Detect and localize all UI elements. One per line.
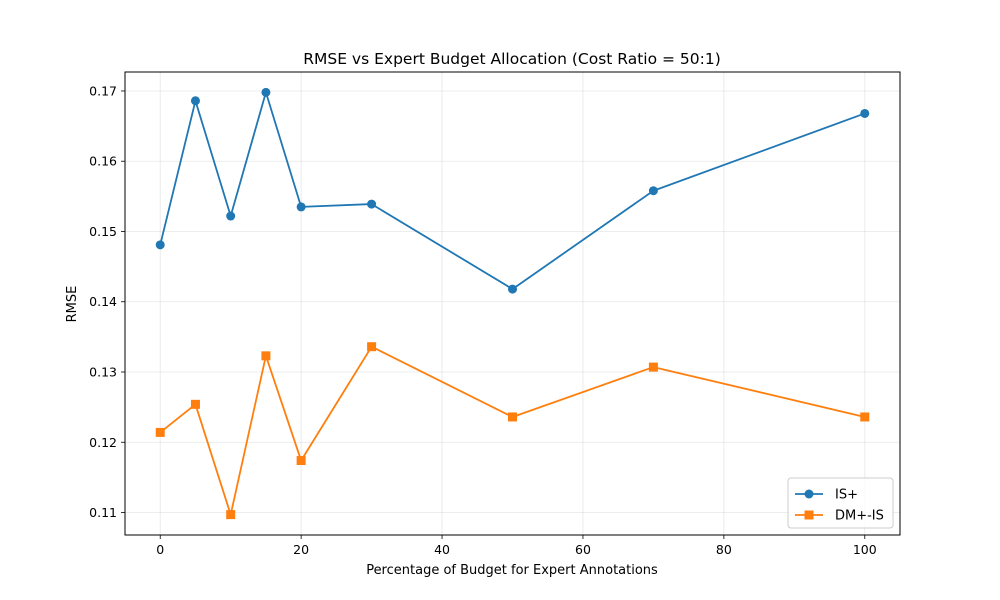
- legend-entry: IS+: [795, 488, 858, 503]
- data-point: [508, 412, 517, 422]
- data-point: [296, 456, 306, 466]
- legend-marker: [804, 489, 814, 499]
- y-axis-ticks: 0.11 0.12 0.13 0.14 0.15 0.16 0.17: [89, 83, 125, 520]
- data-point: [155, 427, 165, 437]
- data-point: [648, 186, 658, 196]
- data-point: [226, 211, 236, 221]
- x-axis-ticks: 0 20 40 60 80 100: [156, 535, 877, 557]
- legend-entries: IS+ DM+-IS: [795, 488, 884, 524]
- legend: IS+ DM+-IS: [787, 477, 894, 529]
- data-point: [860, 108, 870, 118]
- series-is-plus: [155, 87, 870, 294]
- y-tick-label: 0.14: [89, 294, 117, 309]
- x-tick-label: 80: [716, 542, 732, 557]
- grid-lines: [125, 72, 900, 535]
- legend-label: IS+: [835, 488, 858, 503]
- chart-title: RMSE vs Expert Budget Allocation (Cost R…: [303, 50, 721, 68]
- legend-entry: DM+-IS: [795, 509, 884, 524]
- data-point: [226, 510, 236, 520]
- data-point: [648, 362, 658, 372]
- x-axis-title: Percentage of Budget for Expert Annotati…: [366, 563, 658, 578]
- data-point: [155, 240, 165, 250]
- data-point: [367, 342, 377, 352]
- data-point: [508, 284, 517, 294]
- data-point: [296, 202, 306, 212]
- x-tick-label: 0: [156, 542, 164, 557]
- legend-label: DM+-IS: [835, 509, 884, 524]
- y-tick-label: 0.16: [89, 154, 117, 169]
- legend-marker: [804, 510, 814, 520]
- x-tick-label: 20: [293, 542, 309, 557]
- x-tick-label: 40: [434, 542, 450, 557]
- series-layer: [155, 87, 870, 520]
- y-tick-label: 0.13: [89, 365, 117, 380]
- plot-area-frame: [124, 71, 901, 536]
- data-point: [367, 199, 377, 209]
- y-axis-title: RMSE: [65, 286, 80, 323]
- y-tick-label: 0.11: [89, 505, 117, 520]
- y-tick-label: 0.15: [89, 224, 117, 239]
- data-point: [261, 87, 271, 97]
- series-dm-plus-is: [155, 342, 870, 520]
- series-line: [159, 91, 866, 290]
- data-point: [190, 96, 200, 106]
- x-tick-label: 100: [853, 542, 877, 557]
- data-point: [261, 351, 271, 361]
- y-tick-label: 0.17: [89, 83, 117, 98]
- x-tick-label: 60: [575, 542, 591, 557]
- data-point: [190, 399, 200, 409]
- y-tick-label: 0.12: [89, 435, 117, 450]
- data-point: [860, 412, 870, 422]
